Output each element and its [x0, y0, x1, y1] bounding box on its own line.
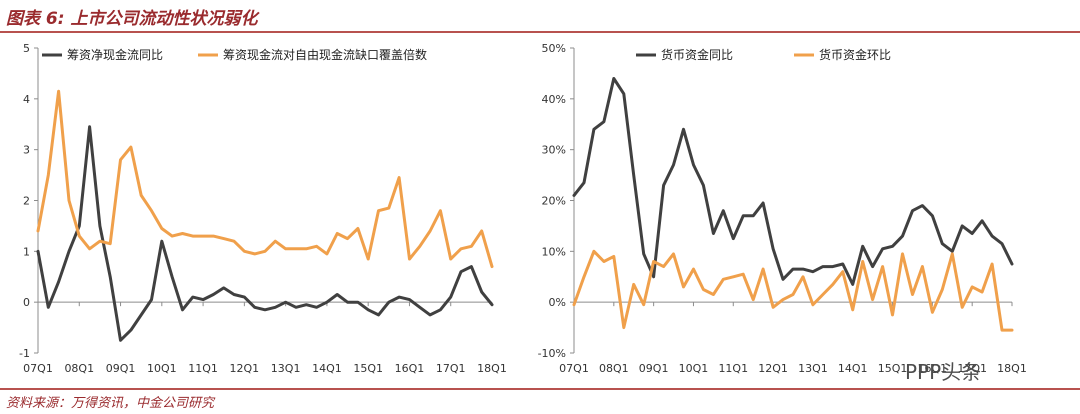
x-tick-label: 17Q1: [957, 362, 987, 375]
y-tick-label: 3: [23, 144, 30, 157]
legend-label: 筹资现金流对自由现金流缺口覆盖倍数: [223, 47, 427, 62]
x-tick-label: 18Q1: [477, 362, 507, 375]
y-tick-label: 30%: [542, 144, 566, 157]
y-tick-label: 50%: [542, 42, 566, 55]
series-line-1: [36, 125, 494, 342]
legend-label: 筹资净现金流同比: [67, 47, 163, 62]
figure-header: 图表 6: 上市公司流动性状况弱化: [0, 0, 1080, 34]
x-tick-label: 13Q1: [271, 362, 301, 375]
chart-2: -10% 0% 10% 20% 30% 40% 50% 07Q1 08Q1 09Q1 10Q1 11Q…: [538, 42, 1027, 375]
x-tick-label: 15Q1: [878, 362, 908, 375]
x-tick-label: 18Q1: [997, 362, 1027, 375]
chart-1: -1 0 1 2 3 4 5 07Q1 08Q1 09Q1 10Q1 11Q1 12Q1 13Q1 14Q1…: [19, 42, 507, 375]
x-tick-label: 16Q1: [395, 362, 425, 375]
series-line-1: [572, 77, 1014, 286]
x-tick-label: 12Q1: [758, 362, 788, 375]
y-tick-label: 4: [23, 93, 30, 106]
x-tick-label: 08Q1: [64, 362, 94, 375]
x-tick-label: 16Q1: [918, 362, 948, 375]
x-tick-label: 12Q1: [230, 362, 260, 375]
x-tick-label: 07Q1: [23, 362, 53, 375]
x-tick-label: 14Q1: [838, 362, 868, 375]
y-tick-label: 40%: [542, 93, 566, 106]
x-tick-label: 10Q1: [679, 362, 709, 375]
y-tick-label: 0: [23, 296, 30, 309]
x-tick-label: 09Q1: [106, 362, 136, 375]
x-tick-label: 17Q1: [436, 362, 466, 375]
x-tick-label: 11Q1: [188, 362, 218, 375]
series-line-2: [572, 249, 1014, 332]
x-tick-label: 08Q1: [599, 362, 629, 375]
y-tick-label: 1: [23, 245, 30, 258]
legend-label: 货币资金环比: [819, 47, 891, 62]
x-tick-label: 14Q1: [312, 362, 342, 375]
x-tick-label: 11Q1: [718, 362, 748, 375]
y-tick-label: -1: [19, 347, 30, 360]
source-note: 资料来源：万得资讯，中金公司研究: [6, 396, 215, 411]
series-line-2: [36, 89, 494, 269]
title-divider: [0, 31, 1080, 33]
legend-label: 货币资金同比: [661, 47, 733, 62]
x-tick-label: 10Q1: [147, 362, 177, 375]
y-tick-label: 5: [23, 42, 30, 55]
x-tick-label: 13Q1: [798, 362, 828, 375]
x-tick-label: 07Q1: [559, 362, 589, 375]
y-tick-label: 20%: [542, 195, 566, 208]
watermark: PPP头条: [905, 360, 982, 384]
y-tick-label: -10%: [538, 347, 566, 360]
x-tick-label: 15Q1: [353, 362, 383, 375]
x-tick-label: 09Q1: [639, 362, 669, 375]
figure-title: 图表 6: 上市公司流动性状况弱化: [6, 9, 258, 29]
y-tick-label: 0%: [549, 296, 566, 309]
y-tick-label: 2: [23, 195, 30, 208]
y-tick-label: 10%: [542, 245, 566, 258]
footer-divider: [0, 388, 1080, 390]
